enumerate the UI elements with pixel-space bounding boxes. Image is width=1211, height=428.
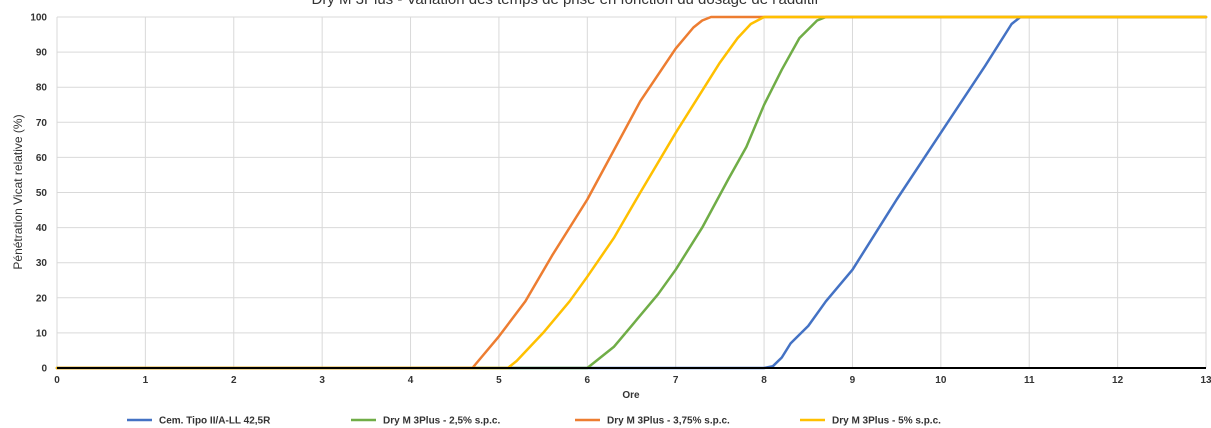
- x-tick-label: 8: [761, 375, 767, 386]
- series-line-1: [55, 15, 1208, 370]
- x-tick-label: 3: [319, 375, 325, 386]
- chart-title: Dry M 3Plus - Variation des temps de pri…: [311, 0, 819, 8]
- legend-label-2: Dry M 3Plus - 2,5% s.p.c.: [383, 416, 500, 427]
- y-tick-label: 0: [41, 364, 47, 375]
- x-tick-label: 5: [496, 375, 502, 386]
- y-axis-label: Pénétration Vicat relative (%): [11, 114, 25, 269]
- series-line-4: [55, 15, 1208, 370]
- y-tick-label: 10: [36, 328, 48, 339]
- y-tick-label: 80: [36, 83, 48, 94]
- legend: Cem. Tipo II/A-LL 42,5R Dry M 3Plus - 2,5…: [127, 416, 941, 427]
- x-tick-label: 2: [231, 375, 237, 386]
- x-tick-label: 1: [143, 375, 149, 386]
- series-lines: [55, 15, 1208, 370]
- x-axis-label: Ore: [622, 390, 640, 401]
- y-tick-label: 100: [30, 13, 47, 24]
- legend-label-1: Cem. Tipo II/A-LL 42,5R: [159, 416, 271, 427]
- y-tick-label: 20: [36, 293, 48, 304]
- y-tick-label: 70: [36, 118, 48, 129]
- x-tick-label: 11: [1024, 375, 1035, 386]
- x-tick-label: 9: [850, 375, 856, 386]
- y-tick-label: 30: [36, 258, 48, 269]
- y-tick-label: 40: [36, 223, 48, 234]
- legend-label-4: Dry M 3Plus - 5% s.p.c.: [832, 416, 941, 427]
- x-tick-label: 12: [1112, 375, 1124, 386]
- y-tick-label: 50: [36, 188, 48, 199]
- x-tick-label: 6: [585, 375, 591, 386]
- y-tick-label: 90: [36, 48, 48, 59]
- grid: [56, 16, 1207, 369]
- legend-label-3: Dry M 3Plus - 3,75% s.p.c.: [607, 416, 730, 427]
- y-tick-label: 60: [36, 153, 48, 164]
- x-tick-label: 0: [54, 375, 60, 386]
- x-tick-label: 4: [408, 375, 414, 386]
- x-tick-label: 13: [1200, 375, 1211, 386]
- series-line-3: [55, 15, 1208, 370]
- series-line-2: [55, 15, 1208, 370]
- x-tick-label: 7: [673, 375, 679, 386]
- x-tick-label: 10: [935, 375, 947, 386]
